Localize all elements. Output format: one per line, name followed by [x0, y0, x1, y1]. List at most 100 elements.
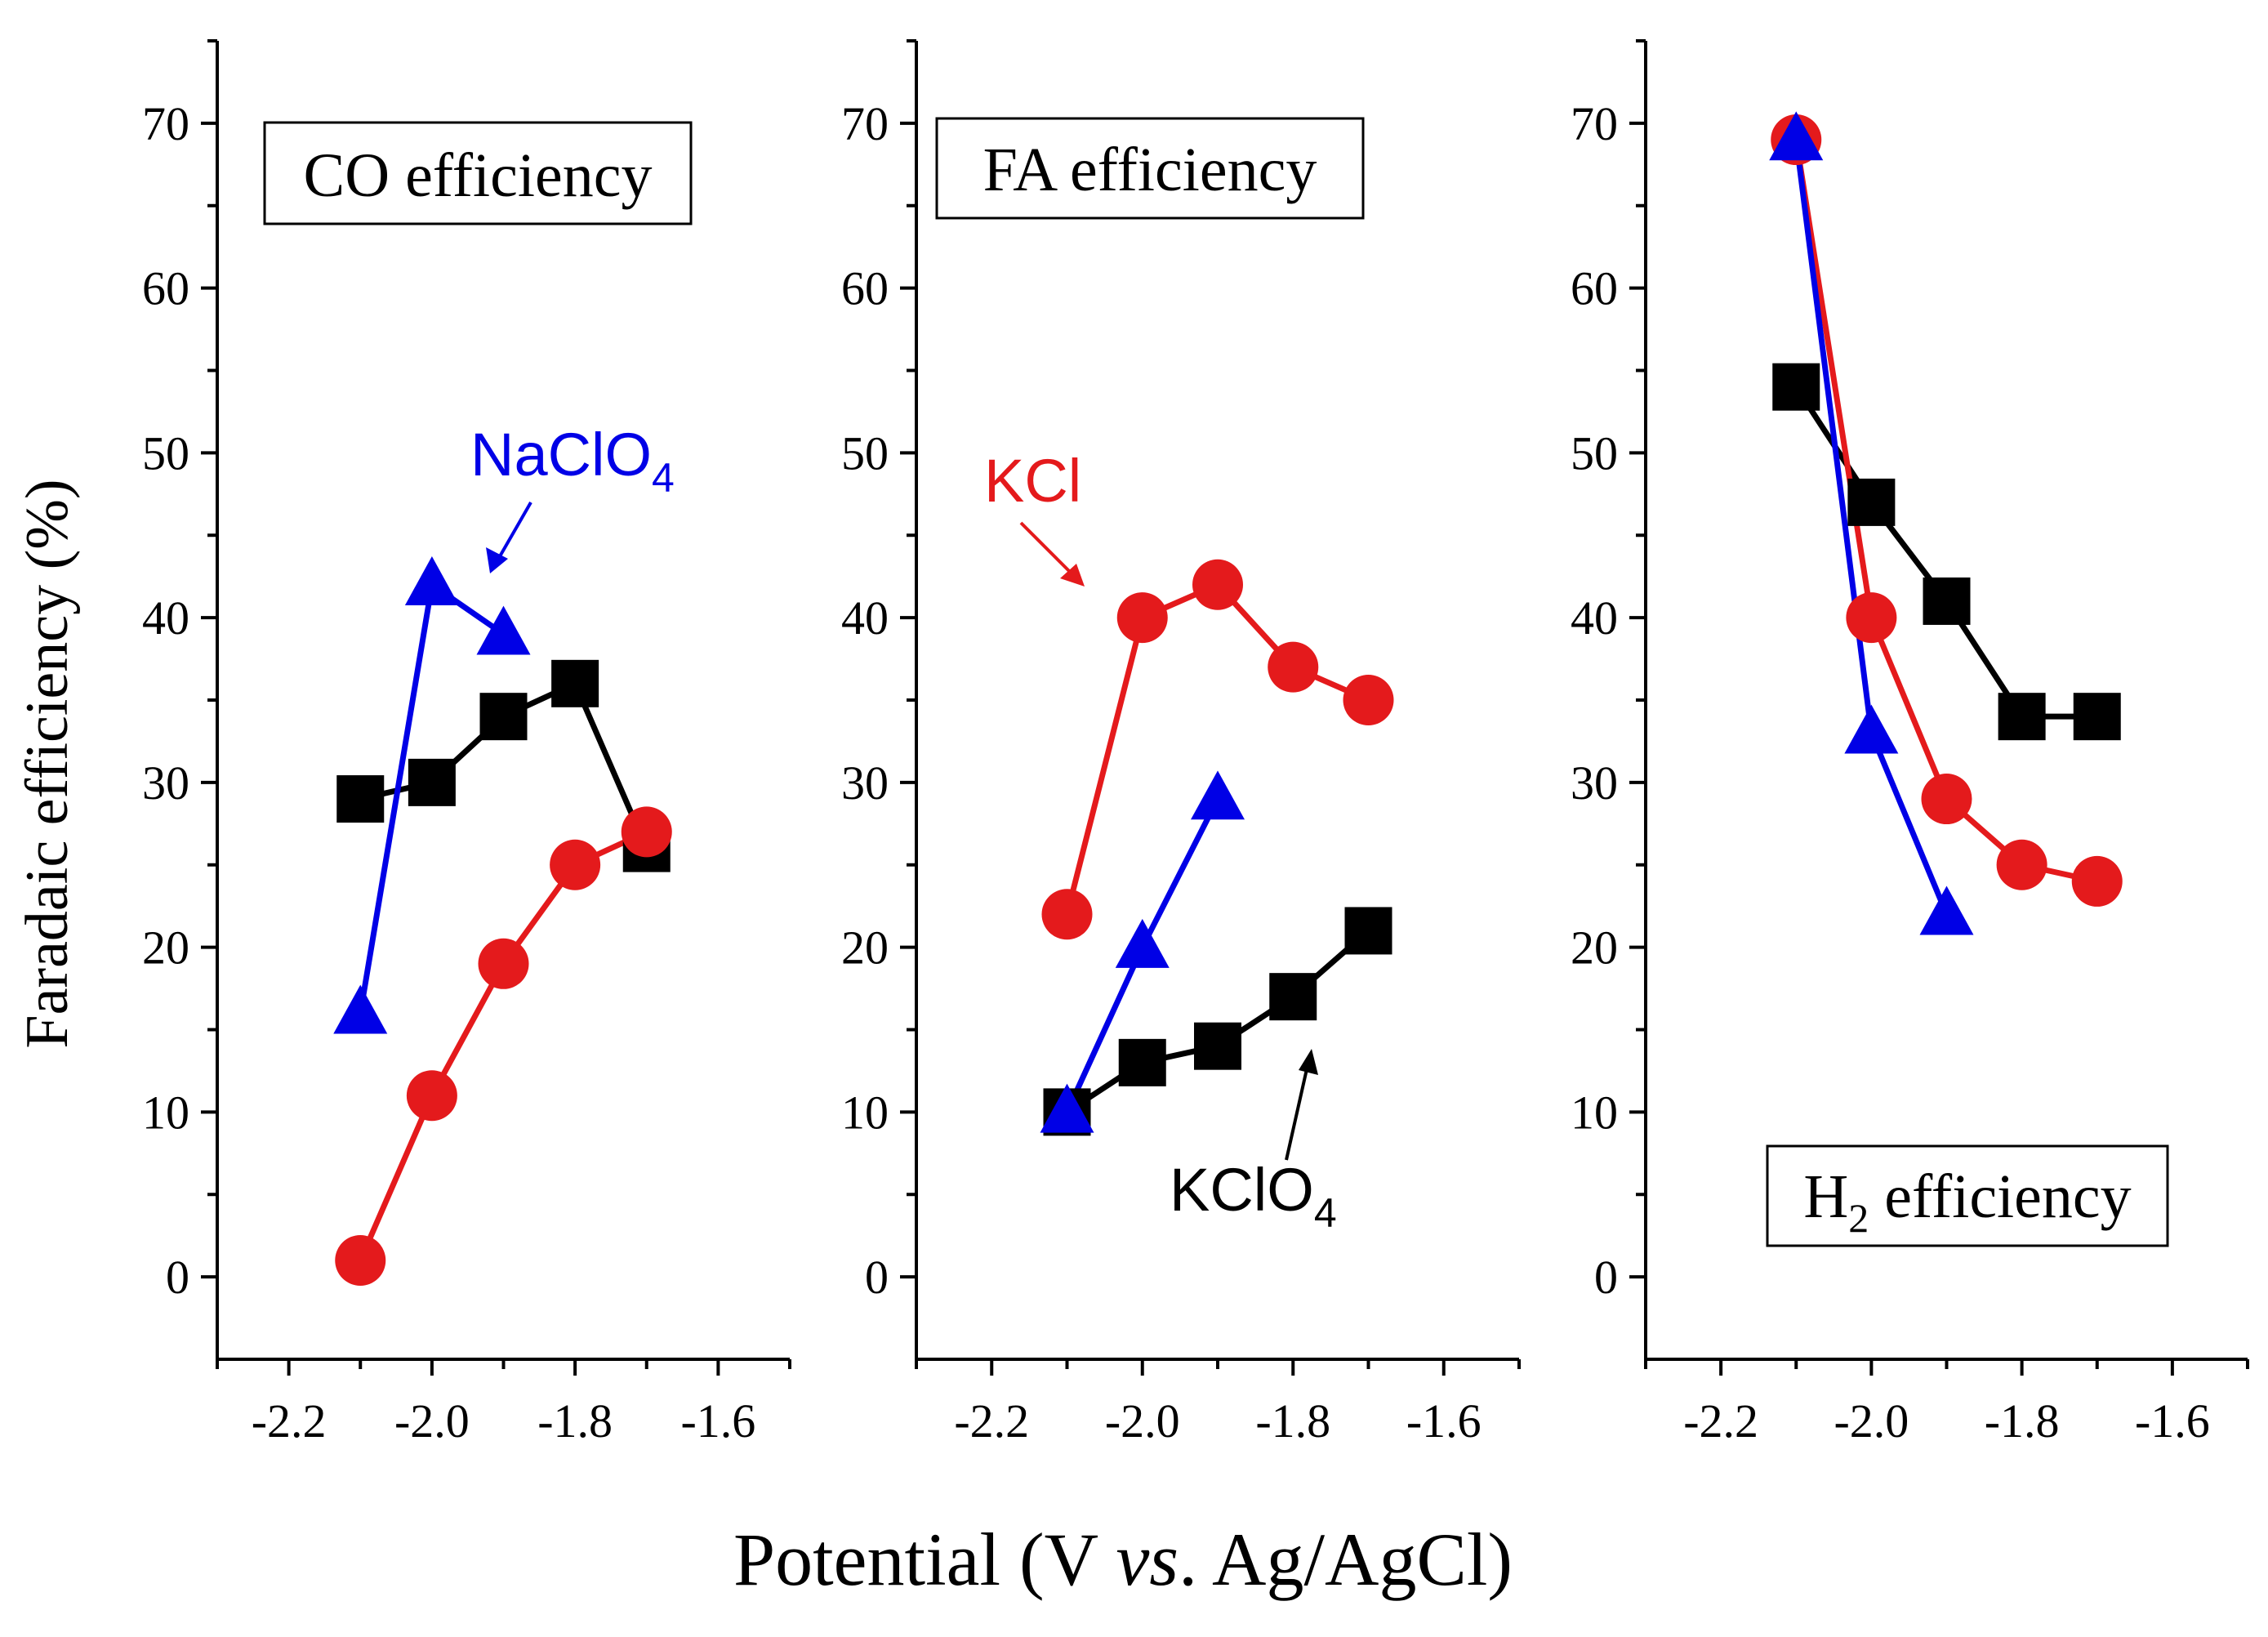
y-tick-label: 30 [142, 756, 189, 810]
x-tick-label: -1.6 [2135, 1394, 2210, 1447]
x-axis-title-vs: vs [1116, 1518, 1179, 1601]
data-point-naclo4 [1769, 111, 1824, 161]
x-axis-title-part1: Potential (V [733, 1518, 1116, 1601]
data-point-kclo4 [479, 693, 528, 741]
x-tick-label: -2.2 [1683, 1394, 1758, 1447]
data-point-kcl [1343, 675, 1394, 725]
annotation-kclo4-label: KClO4 [1170, 1156, 1337, 1236]
panel-co-efficiency: 0 10 20 30 40 50 60 70 -2.2 -2.0 -1.8 -1.6 CO effic… [142, 39, 791, 1447]
y-tick-label: 10 [1571, 1086, 1618, 1139]
data-point-kclo4 [1772, 363, 1820, 411]
data-point-kcl [406, 1070, 457, 1122]
data-point-kclo4 [336, 775, 385, 823]
data-point-kcl [1268, 641, 1319, 693]
y-tick-label: 0 [1594, 1251, 1618, 1304]
panel-fa-efficiency: 0 10 20 30 40 50 60 70 -2.2 -2.0 -1.8 -1.6 FA effic… [841, 39, 1521, 1447]
data-point-kcl [621, 806, 672, 858]
data-point-kcl [1996, 839, 2047, 890]
data-point-kclo4 [408, 758, 456, 806]
panel-h2-marks: 0 10 20 30 40 50 60 70 -2.2 -2.0 -1.8 -1.6 [1571, 39, 2249, 1447]
data-point-naclo4 [1115, 918, 1170, 968]
x-tick-label: -2.2 [252, 1394, 327, 1447]
y-tick-label: 60 [1571, 262, 1618, 315]
panel-title-fa: FA efficiency [983, 136, 1317, 204]
data-point-kclo4 [1847, 478, 1896, 526]
y-tick-label: 60 [142, 262, 189, 315]
annotation-naclo4-label: NaClO4 [470, 421, 675, 501]
y-tick-label: 20 [841, 921, 889, 975]
annotation-naclo4-arrowhead [486, 547, 508, 573]
data-point-kclo4 [2073, 693, 2121, 741]
y-tick-label: 60 [841, 262, 889, 315]
x-tick-label: -1.8 [1985, 1394, 2060, 1447]
annotation-naclo4: NaClO4 [470, 421, 675, 573]
y-tick-label: 20 [142, 921, 189, 975]
annotation-kcl-arrow [1019, 521, 1076, 578]
series-line-kcl [1064, 582, 1370, 916]
data-point-kclo4 [1118, 1038, 1166, 1086]
annotation-naclo4-arrow [495, 502, 532, 563]
title-box-fa: FA efficiency [935, 117, 1365, 220]
title-box-co: CO efficiency [263, 121, 693, 225]
y-tick-label: 40 [1571, 591, 1618, 645]
data-point-kclo4 [1998, 693, 2046, 741]
x-tick-label: -2.0 [1105, 1394, 1180, 1447]
y-tick-label: 50 [841, 426, 889, 480]
data-point-kcl [2071, 855, 2123, 907]
data-point-naclo4 [1919, 885, 1974, 935]
annotation-kcl-arrowhead [1060, 564, 1085, 587]
data-point-kclo4 [1269, 973, 1317, 1021]
panel-co-marks: 0 10 20 30 40 50 60 70 -2.2 -2.0 -1.8 -1.6 [142, 39, 791, 1447]
data-point-kcl [478, 938, 529, 989]
annotation-kclo4-arrow [1285, 1061, 1310, 1161]
y-tick-label: 30 [841, 756, 889, 810]
data-point-kcl [1192, 559, 1243, 610]
data-point-naclo4 [333, 984, 388, 1034]
series-line-kcl [358, 829, 648, 1262]
y-tick-label: 40 [142, 591, 189, 645]
data-point-kcl [550, 839, 601, 890]
data-point-kclo4 [1194, 1022, 1241, 1070]
annotation-kclo4: KClO4 [1170, 1049, 1337, 1236]
y-tick-label: 50 [142, 426, 189, 480]
y-tick-label: 70 [1571, 97, 1618, 150]
data-point-naclo4 [1191, 770, 1245, 820]
data-point-kcl [1116, 592, 1168, 644]
y-tick-label: 20 [1571, 921, 1618, 975]
y-tick-label: 70 [841, 97, 889, 150]
y-tick-label: 10 [142, 1086, 189, 1139]
panel-fa-marks: 0 10 20 30 40 50 60 70 -2.2 -2.0 -1.8 -1.6 [841, 39, 1521, 1447]
y-tick-label: 30 [1571, 756, 1618, 810]
y-tick-label: 70 [142, 97, 189, 150]
y-tick-label: 10 [841, 1086, 889, 1139]
x-tick-label: -2.2 [954, 1394, 1029, 1447]
title-box-h2: H2 efficiency [1766, 1144, 2169, 1247]
data-point-kcl [1041, 889, 1093, 940]
data-point-naclo4 [404, 556, 459, 605]
y-axis-title: Faradaic efficiency (%) [14, 479, 81, 1048]
x-tick-label: -1.8 [1255, 1394, 1330, 1447]
x-axis-title: Potential (V vs. Ag/AgCl) [733, 1518, 1513, 1601]
data-point-kcl [1846, 592, 1897, 644]
data-point-kclo4 [1344, 907, 1392, 955]
panel-title-co: CO efficiency [304, 141, 653, 210]
y-tick-label: 0 [865, 1251, 889, 1304]
data-point-kcl [335, 1234, 386, 1286]
x-tick-label: -2.0 [1834, 1394, 1909, 1447]
x-tick-label: -1.8 [537, 1394, 613, 1447]
y-tick-label: 40 [841, 591, 889, 645]
y-tick-label: 0 [166, 1251, 189, 1304]
panel-title-h2: H2 efficiency [1803, 1162, 2131, 1241]
data-point-kclo4 [1923, 577, 1971, 625]
panel-h2-efficiency: 0 10 20 30 40 50 60 70 -2.2 -2.0 -1.8 -1.6 H2 effic… [1571, 39, 2249, 1447]
data-point-kclo4 [551, 659, 599, 707]
y-tick-label: 50 [1571, 426, 1618, 480]
data-point-naclo4 [476, 605, 531, 655]
data-point-naclo4 [1040, 1083, 1094, 1133]
data-point-naclo4 [1844, 704, 1899, 754]
annotation-kcl: KCl [984, 447, 1085, 587]
annotation-kcl-label: KCl [984, 447, 1081, 515]
x-axis-title-part2: . Ag/AgCl) [1179, 1518, 1513, 1601]
data-point-kcl [1921, 774, 1972, 825]
